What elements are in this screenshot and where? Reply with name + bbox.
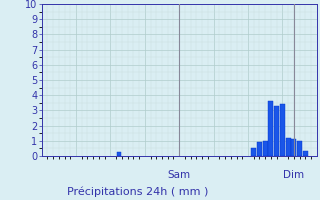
Bar [280,104,285,156]
Bar [251,148,256,156]
Bar [286,138,291,156]
Bar [257,142,262,156]
Bar [274,106,279,156]
Bar [303,151,308,156]
Bar [263,141,268,156]
Text: Dim: Dim [283,170,304,180]
Bar [268,101,273,156]
Bar [297,141,302,156]
Text: Sam: Sam [168,170,191,180]
Text: Précipitations 24h ( mm ): Précipitations 24h ( mm ) [67,187,209,197]
Bar [292,139,296,156]
Bar [116,152,121,156]
